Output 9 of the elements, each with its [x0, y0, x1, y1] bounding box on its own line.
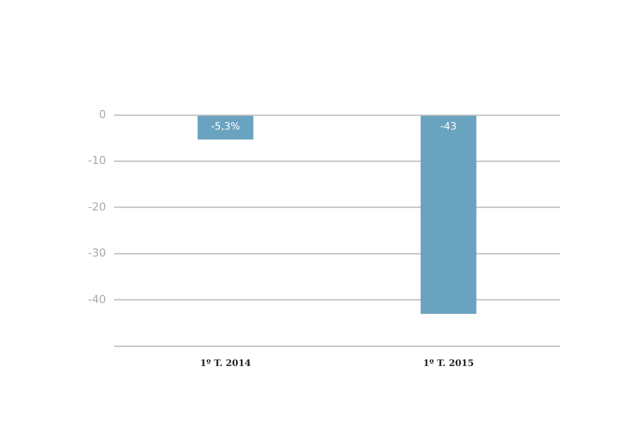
data-label: -5,3%: [210, 121, 240, 132]
y-tick-label: -20: [88, 200, 106, 214]
y-tick-label: -30: [88, 246, 106, 260]
data-label: -43: [440, 121, 457, 132]
x-tick-label: 1º T. 2014: [200, 358, 251, 369]
y-tick-label: -10: [88, 154, 106, 168]
y-tick-label: -40: [88, 292, 106, 306]
y-tick-label: 0: [98, 108, 106, 121]
x-tick-label: 1º T. 2015: [423, 358, 474, 369]
